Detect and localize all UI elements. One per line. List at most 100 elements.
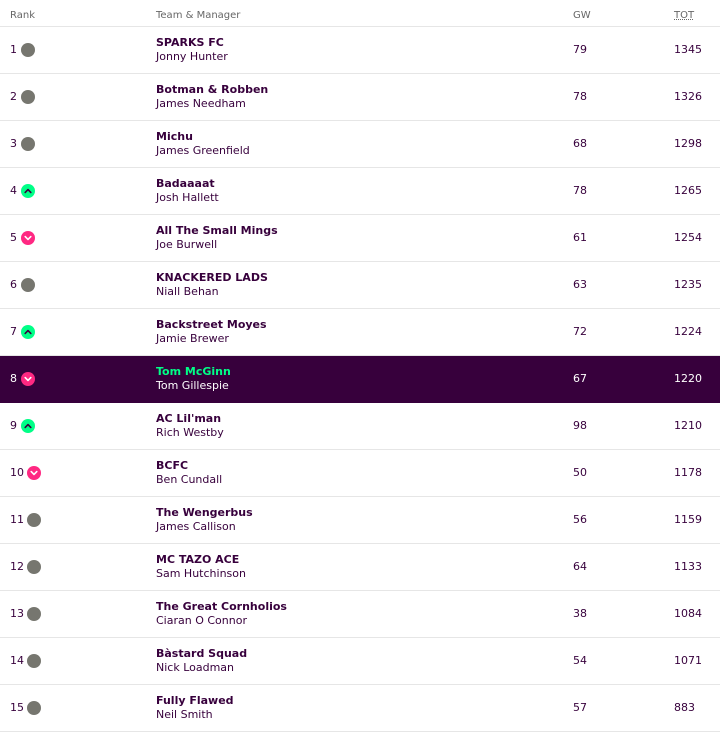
gw-points: 67 — [573, 372, 587, 385]
gw-points: 79 — [573, 43, 587, 56]
table-row[interactable]: 4 Badaaaat Josh Hallett 78 1265 — [0, 168, 720, 215]
rank-up-icon — [21, 325, 35, 339]
rank-number: 11 — [10, 513, 24, 526]
table-row[interactable]: 9 AC Lil'man Rich Westby 98 1210 — [0, 403, 720, 450]
team-name[interactable]: The Great Cornholios — [156, 600, 287, 613]
table-row[interactable]: 1 SPARKS FC Jonny Hunter 79 1345 — [0, 27, 720, 74]
rank-number: 1 — [10, 43, 17, 56]
total-points: 1084 — [674, 607, 702, 620]
no-change-icon — [27, 654, 41, 668]
rank-down-icon — [27, 466, 41, 480]
total-points: 1345 — [674, 43, 702, 56]
team-cell: BCFC Ben Cundall — [156, 459, 222, 487]
manager-name: Sam Hutchinson — [156, 567, 246, 580]
rank-down-icon — [21, 231, 35, 245]
manager-name: James Greenfield — [156, 144, 250, 157]
gw-points: 57 — [573, 701, 587, 714]
team-name[interactable]: The Wengerbus — [156, 506, 253, 519]
total-points: 1178 — [674, 466, 702, 479]
rank-number: 7 — [10, 325, 17, 338]
team-name[interactable]: Bàstard Squad — [156, 647, 248, 660]
team-cell: Fully Flawed Neil Smith — [156, 694, 234, 722]
table-row[interactable]: 7 Backstreet Moyes Jamie Brewer 72 1224 — [0, 309, 720, 356]
total-points: 1298 — [674, 137, 702, 150]
gw-points: 38 — [573, 607, 587, 620]
table-row[interactable]: 3 Michu James Greenfield 68 1298 — [0, 121, 720, 168]
manager-name: Nick Loadman — [156, 661, 235, 674]
team-cell: KNACKERED LADS Niall Behan — [156, 271, 268, 299]
manager-name: Tom Gillespie — [156, 379, 229, 392]
team-cell: MC TAZO ACE Sam Hutchinson — [156, 553, 246, 581]
no-change-icon — [21, 278, 35, 292]
team-cell: Bàstard Squad Nick Loadman — [156, 647, 247, 675]
table-header: Rank Team & Manager GW TOT — [0, 0, 720, 27]
team-name[interactable]: BCFC — [156, 459, 189, 472]
team-cell: The Great Cornholios Ciaran O Connor — [156, 600, 287, 628]
table-row[interactable]: 15 Fully Flawed Neil Smith 57 883 — [0, 685, 720, 732]
rank-number: 14 — [10, 654, 24, 667]
no-change-icon — [27, 560, 41, 574]
team-name[interactable]: Tom McGinn — [156, 365, 231, 378]
total-points: 1071 — [674, 654, 702, 667]
rank-number: 13 — [10, 607, 24, 620]
rank-up-icon — [21, 419, 35, 433]
table-row[interactable]: 14 Bàstard Squad Nick Loadman 54 1071 — [0, 638, 720, 685]
table-row[interactable]: 6 KNACKERED LADS Niall Behan 63 1235 — [0, 262, 720, 309]
team-cell: Tom McGinn Tom Gillespie — [156, 365, 231, 393]
total-points: 1326 — [674, 90, 702, 103]
table-row[interactable]: 5 All The Small Mings Joe Burwell 61 1254 — [0, 215, 720, 262]
gw-points: 64 — [573, 560, 587, 573]
table-row[interactable]: 11 The Wengerbus James Callison 56 1159 — [0, 497, 720, 544]
no-change-icon — [21, 90, 35, 104]
gw-points: 78 — [573, 184, 587, 197]
team-cell: All The Small Mings Joe Burwell — [156, 224, 278, 252]
manager-name: Jamie Brewer — [156, 332, 229, 345]
team-name[interactable]: Michu — [156, 130, 193, 143]
rank-number: 12 — [10, 560, 24, 573]
rank-number: 8 — [10, 372, 17, 385]
manager-name: Jonny Hunter — [156, 50, 228, 63]
team-name[interactable]: Badaaaat — [156, 177, 215, 190]
manager-name: Niall Behan — [156, 285, 219, 298]
total-points: 1224 — [674, 325, 702, 338]
manager-name: Neil Smith — [156, 708, 213, 721]
rank-number: 6 — [10, 278, 17, 291]
table-row[interactable]: 8 Tom McGinn Tom Gillespie 67 1220 — [0, 356, 720, 403]
team-name[interactable]: Fully Flawed — [156, 694, 234, 707]
rank-number: 4 — [10, 184, 17, 197]
team-name[interactable]: Botman & Robben — [156, 83, 269, 96]
total-points: 1254 — [674, 231, 702, 244]
gw-points: 72 — [573, 325, 587, 338]
header-tot[interactable]: TOT — [674, 10, 695, 21]
manager-name: James Callison — [156, 520, 236, 533]
table-row[interactable]: 12 MC TAZO ACE Sam Hutchinson 64 1133 — [0, 544, 720, 591]
manager-name: Ben Cundall — [156, 473, 223, 486]
no-change-icon — [27, 701, 41, 715]
team-name[interactable]: KNACKERED LADS — [156, 271, 268, 284]
rank-number: 10 — [10, 466, 24, 479]
gw-points: 78 — [573, 90, 587, 103]
header-team-manager: Team & Manager — [156, 10, 241, 21]
team-name[interactable]: All The Small Mings — [156, 224, 278, 237]
rank-number: 2 — [10, 90, 17, 103]
table-row[interactable]: 10 BCFC Ben Cundall 50 1178 — [0, 450, 720, 497]
team-name[interactable]: MC TAZO ACE — [156, 553, 240, 566]
total-points: 883 — [674, 701, 695, 714]
gw-points: 50 — [573, 466, 587, 479]
gw-points: 61 — [573, 231, 587, 244]
team-name[interactable]: AC Lil'man — [156, 412, 222, 425]
team-cell: SPARKS FC Jonny Hunter — [156, 36, 228, 64]
rank-number: 3 — [10, 137, 17, 150]
rank-number: 15 — [10, 701, 24, 714]
gw-points: 68 — [573, 137, 587, 150]
table-row[interactable]: 13 The Great Cornholios Ciaran O Connor 38 1… — [0, 591, 720, 638]
team-cell: Backstreet Moyes Jamie Brewer — [156, 318, 267, 346]
team-name[interactable]: SPARKS FC — [156, 36, 224, 49]
manager-name: Ciaran O Connor — [156, 614, 247, 627]
total-points: 1220 — [674, 372, 702, 385]
team-name[interactable]: Backstreet Moyes — [156, 318, 267, 331]
table-row[interactable]: 2 Botman & Robben James Needham 78 1326 — [0, 74, 720, 121]
standings-rows: 1 SPARKS FC Jonny Hunter 79 1345 2 Botman & Ro… — [0, 27, 720, 732]
team-cell: The Wengerbus James Callison — [156, 506, 253, 534]
